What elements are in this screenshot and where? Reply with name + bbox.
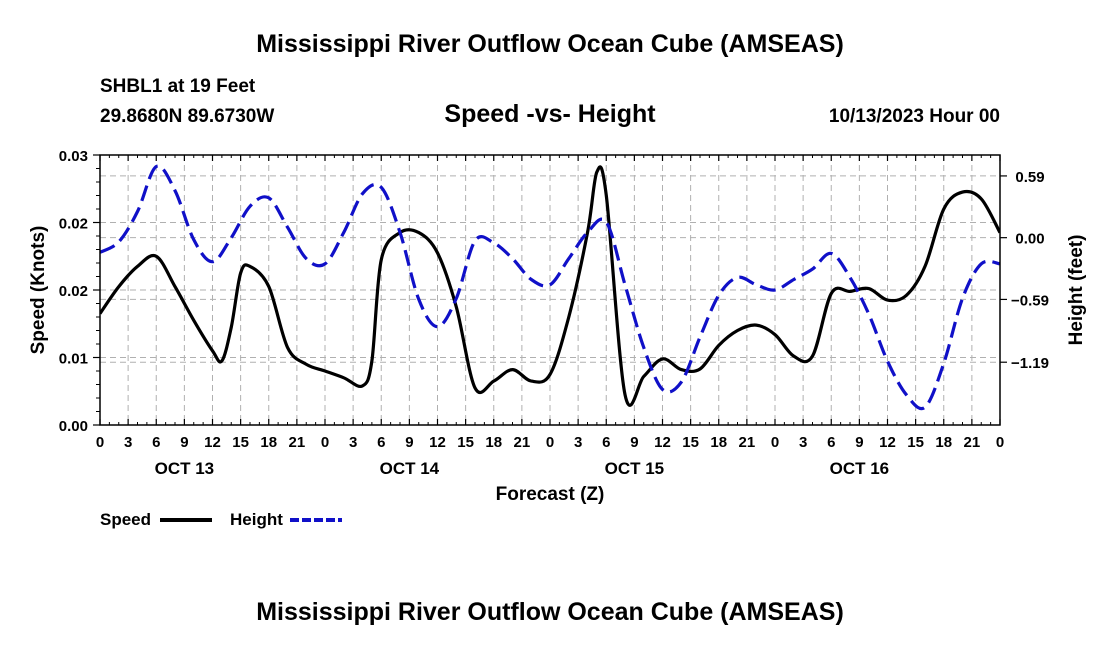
chart-grid xyxy=(100,155,1000,425)
forecast-datetime: 10/13/2023 Hour 00 xyxy=(828,106,1000,127)
right-y-tick-label: −1.19 xyxy=(1011,355,1049,372)
x-tick-label: 0 xyxy=(996,434,1004,451)
station-label: SHBL1 at 19 Feet xyxy=(100,76,256,97)
x-tick-label: 3 xyxy=(574,434,582,451)
x-tick-label: 0 xyxy=(321,434,329,451)
x-tick-label: 12 xyxy=(654,434,671,451)
chart-legend: Speed Height xyxy=(100,510,342,529)
x-tick-label: 6 xyxy=(602,434,610,451)
x-tick-label: 21 xyxy=(289,434,306,451)
day-label: OCT 14 xyxy=(380,459,440,478)
left-y-tick-label: 0.02 xyxy=(59,283,88,300)
x-tick-label: 21 xyxy=(514,434,531,451)
x-axis-label: Forecast (Z) xyxy=(496,484,605,505)
x-tick-label: 0 xyxy=(546,434,554,451)
right-y-tick-label: 0.00 xyxy=(1015,231,1044,248)
axes-layer: 0 3 6 9 12 15 18 21 0 3 6 9 12 15 18 21 0 3 6 9 12 15 18 21 0 3 6 9… xyxy=(59,148,1049,478)
x-tick-label: 3 xyxy=(349,434,357,451)
x-tick-label: 9 xyxy=(180,434,188,451)
left-y-tick-label: 0.00 xyxy=(59,418,88,435)
series-layer xyxy=(100,164,1000,411)
day-label: OCT 13 xyxy=(155,459,215,478)
x-tick-label: 9 xyxy=(630,434,638,451)
x-tick-label: 3 xyxy=(124,434,132,451)
right-y-tick-label: −0.59 xyxy=(1011,292,1049,309)
x-tick-label: 18 xyxy=(485,434,502,451)
x-tick-label: 21 xyxy=(964,434,981,451)
left-y-axis-label: Speed (Knots) xyxy=(28,226,49,355)
day-label: OCT 15 xyxy=(605,459,665,478)
x-tick-label: 15 xyxy=(232,434,249,451)
series-line-speed xyxy=(100,165,1000,407)
x-tick-label: 18 xyxy=(935,434,952,451)
x-tick-label: 0 xyxy=(771,434,779,451)
left-y-tick-label: 0.03 xyxy=(59,148,88,165)
x-tick-label: 12 xyxy=(204,434,221,451)
day-label: OCT 16 xyxy=(830,459,890,478)
chart-subtitle: Speed -vs- Height xyxy=(444,100,656,128)
x-tick-label: 3 xyxy=(799,434,807,451)
chart-main-title: Mississippi River Outflow Ocean Cube (AM… xyxy=(256,30,844,58)
series-line-height xyxy=(100,164,1000,411)
x-tick-label: 18 xyxy=(260,434,277,451)
x-tick-label: 12 xyxy=(879,434,896,451)
bottom-repeated-title: Mississippi River Outflow Ocean Cube (AM… xyxy=(256,598,844,626)
x-tick-label: 9 xyxy=(855,434,863,451)
x-tick-label: 9 xyxy=(405,434,413,451)
legend-label-height: Height xyxy=(230,510,283,529)
x-tick-label: 6 xyxy=(152,434,160,451)
left-y-tick-label: 0.01 xyxy=(59,351,88,368)
right-y-axis-label: Height (feet) xyxy=(1066,235,1087,346)
x-tick-label: 15 xyxy=(907,434,924,451)
x-tick-label: 18 xyxy=(710,434,727,451)
x-tick-label: 15 xyxy=(457,434,474,451)
right-y-tick-label: 0.59 xyxy=(1015,169,1044,186)
x-tick-label: 21 xyxy=(739,434,756,451)
x-tick-label: 6 xyxy=(377,434,385,451)
station-coordinates: 29.8680N 89.6730W xyxy=(100,106,275,127)
left-y-tick-label: 0.02 xyxy=(59,216,88,233)
legend-label-speed: Speed xyxy=(100,510,151,529)
x-tick-label: 15 xyxy=(682,434,699,451)
x-tick-label: 0 xyxy=(96,434,104,451)
x-tick-label: 6 xyxy=(827,434,835,451)
x-tick-label: 12 xyxy=(429,434,446,451)
